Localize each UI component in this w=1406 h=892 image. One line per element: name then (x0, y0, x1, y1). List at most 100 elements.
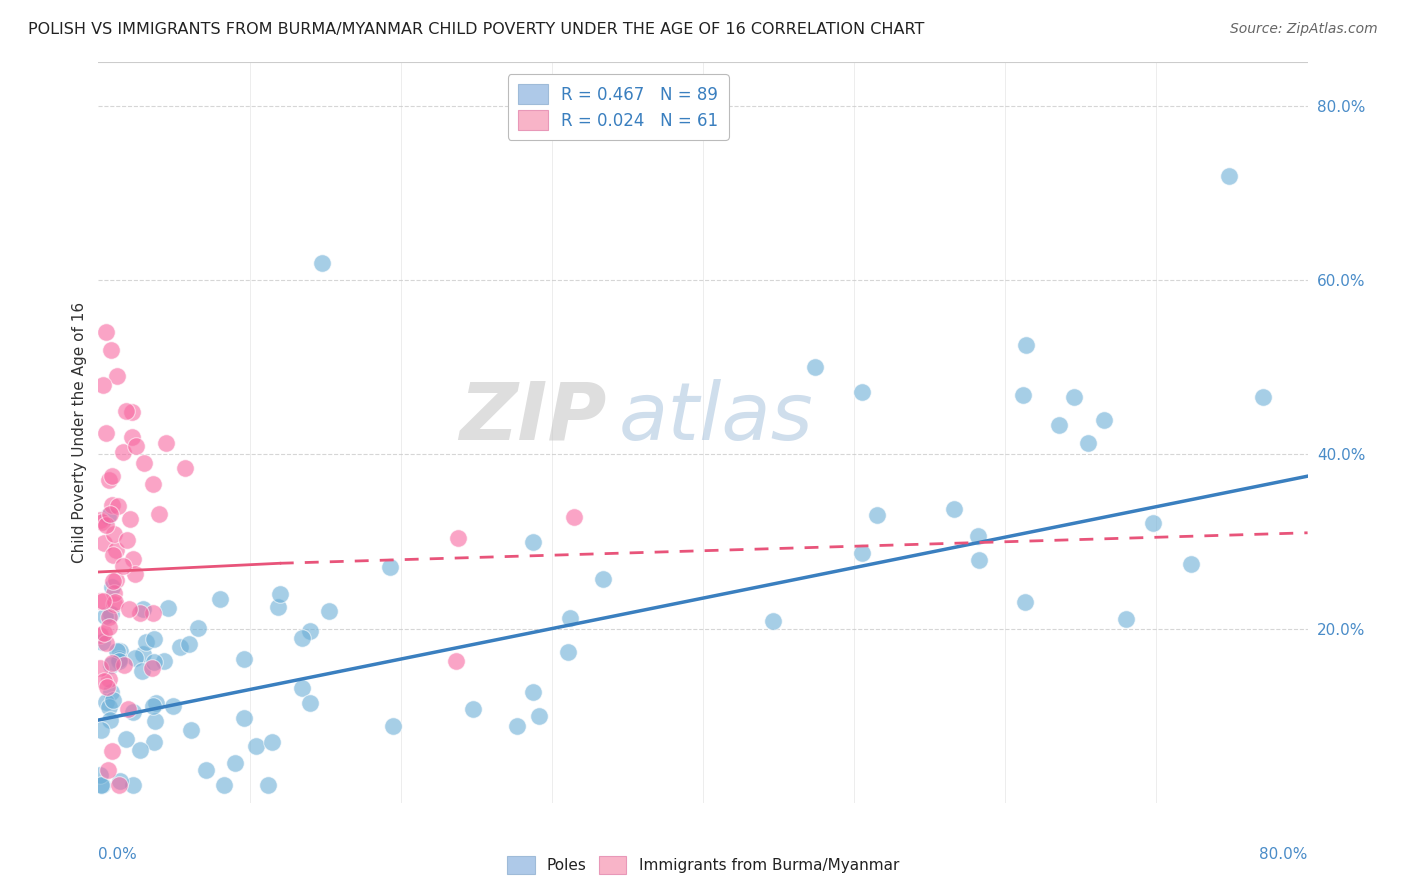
Point (107, 499, 129, 513)
Point (155, 436, 177, 450)
Point (291, 681, 314, 696)
Point (108, 778, 131, 792)
Point (208, 592, 231, 607)
Point (1015, 338, 1038, 352)
Point (506, 719, 529, 733)
Point (94, 426, 117, 441)
Point (91, 377, 114, 392)
Point (135, 635, 157, 649)
Point (212, 778, 235, 792)
Point (101, 548, 124, 562)
Point (110, 774, 132, 789)
Point (118, 512, 141, 526)
Text: POLISH VS IMMIGRANTS FROM BURMA/MYANMAR CHILD POVERTY UNDER THE AGE OF 16 CORREL: POLISH VS IMMIGRANTS FROM BURMA/MYANMAR … (28, 22, 925, 37)
Point (100, 607, 122, 621)
Point (108, 652, 131, 666)
Point (1218, 169, 1240, 183)
Point (93, 535, 115, 549)
Point (112, 657, 135, 672)
Point (1142, 516, 1164, 530)
Point (1180, 557, 1202, 571)
Point (111, 559, 134, 574)
Point (94, 518, 117, 533)
Point (522, 535, 544, 549)
Point (97, 473, 120, 487)
Point (851, 384, 873, 399)
Point (105, 369, 128, 384)
Point (104, 595, 127, 609)
Point (93, 608, 115, 623)
Point (121, 430, 143, 444)
Point (804, 360, 827, 375)
Point (125, 439, 148, 453)
Point (118, 602, 141, 616)
Point (100, 498, 122, 512)
Point (527, 709, 550, 723)
Point (967, 553, 990, 567)
Point (187, 621, 209, 635)
Point (148, 507, 170, 521)
Text: 80.0%: 80.0% (1260, 847, 1308, 863)
Text: 0.0%: 0.0% (98, 847, 138, 863)
Point (592, 572, 614, 586)
Point (97, 620, 120, 634)
Point (91, 634, 114, 648)
Point (93, 626, 115, 640)
Point (103, 585, 125, 599)
Point (96, 508, 118, 523)
Point (232, 652, 254, 666)
Point (311, 256, 333, 270)
Point (121, 405, 143, 419)
Point (169, 640, 191, 654)
Point (1063, 390, 1085, 404)
Point (1014, 595, 1036, 609)
Point (132, 601, 155, 615)
Point (260, 735, 283, 749)
Point (89, 628, 111, 642)
Point (162, 698, 184, 713)
Point (942, 501, 965, 516)
Text: ZIP: ZIP (458, 379, 606, 457)
Point (101, 574, 124, 589)
Point (97, 763, 120, 777)
Point (142, 632, 165, 647)
Point (90, 778, 112, 792)
Point (224, 756, 246, 771)
Point (463, 701, 485, 715)
Y-axis label: Child Poverty Under the Age of 16: Child Poverty Under the Age of 16 (72, 302, 87, 563)
Point (174, 460, 197, 475)
Point (117, 702, 139, 716)
Point (90, 515, 112, 529)
Point (132, 647, 155, 661)
Point (122, 778, 145, 792)
Point (177, 637, 200, 651)
Point (142, 698, 165, 713)
Point (89, 513, 111, 527)
Point (762, 614, 785, 628)
Point (269, 587, 291, 601)
Point (100, 658, 122, 673)
Point (380, 560, 402, 574)
Point (89, 768, 111, 782)
Point (142, 606, 165, 620)
Point (291, 631, 314, 645)
Point (298, 696, 321, 710)
Legend: Poles, Immigrants from Burma/Myanmar: Poles, Immigrants from Burma/Myanmar (501, 850, 905, 880)
Point (444, 654, 467, 668)
Point (96, 680, 118, 694)
Point (94, 636, 117, 650)
Point (128, 606, 150, 620)
Point (114, 404, 136, 418)
Point (98, 714, 121, 728)
Point (98, 610, 121, 624)
Point (115, 533, 138, 547)
Point (103, 597, 125, 611)
Point (128, 742, 150, 756)
Point (101, 656, 124, 670)
Point (558, 611, 581, 625)
Point (89, 660, 111, 674)
Point (1251, 390, 1274, 404)
Point (318, 604, 340, 618)
Point (522, 685, 544, 699)
Point (91, 593, 114, 607)
